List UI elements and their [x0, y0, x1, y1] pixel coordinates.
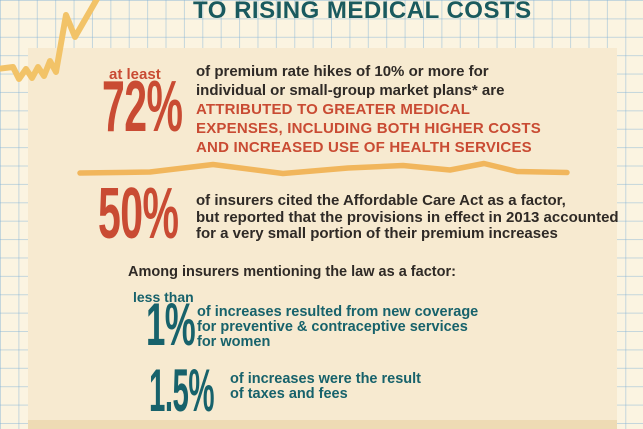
text-line: for a very small portion of their premiu…	[196, 225, 558, 242]
text-line: but reported that the provisions in effe…	[196, 208, 619, 226]
page-title: TO RISING MEDICAL COSTS	[193, 0, 532, 24]
text-line: of taxes and fees	[230, 386, 348, 403]
text-line: of increases resulted from new coverage	[197, 304, 479, 320]
text-line-accent: EXPENSES, INCLUDING BOTH HIGHER COSTS	[196, 120, 541, 137]
text-line: for preventive & contraceptive services	[197, 319, 468, 336]
preventive-coverage-text: of increases resulted from new coverage …	[197, 304, 479, 351]
text-line: of premium rate hikes of 10% or more for	[196, 63, 489, 80]
premium-hikes-text: of premium rate hikes of 10% or more for…	[196, 62, 541, 157]
footer-strip	[28, 420, 617, 429]
text-line: of increases were the result	[230, 371, 421, 387]
text-line-accent: ATTRIBUTED TO GREATER MEDICAL	[196, 101, 471, 118]
stat-1-percent: 1%	[146, 291, 196, 358]
content-panel	[28, 48, 617, 429]
aca-factor-text: of insurers cited the Affordable Care Ac…	[196, 192, 619, 243]
stat-72-percent: 72%	[102, 67, 183, 147]
stat-qualifier: less than	[133, 289, 194, 305]
rising-line-chart-icon	[0, 0, 100, 82]
text-line: for women	[197, 334, 271, 351]
wavy-divider	[77, 160, 570, 177]
law-breakdown-intro: Among insurers mentioning the law as a f…	[128, 264, 456, 280]
stat-qualifier: at least	[109, 66, 161, 83]
stat-50-percent: 50%	[98, 174, 179, 254]
text-line: of insurers cited the Affordable Care Ac…	[196, 192, 566, 209]
text-line-accent: AND INCREASED USE OF HEALTH SERVICES	[196, 139, 532, 156]
taxes-fees-text: of increases were the result of taxes an…	[230, 371, 421, 403]
stat-1-5-percent: 1.5%	[149, 357, 215, 424]
text-line: individual or small-group market plans* …	[196, 82, 505, 99]
